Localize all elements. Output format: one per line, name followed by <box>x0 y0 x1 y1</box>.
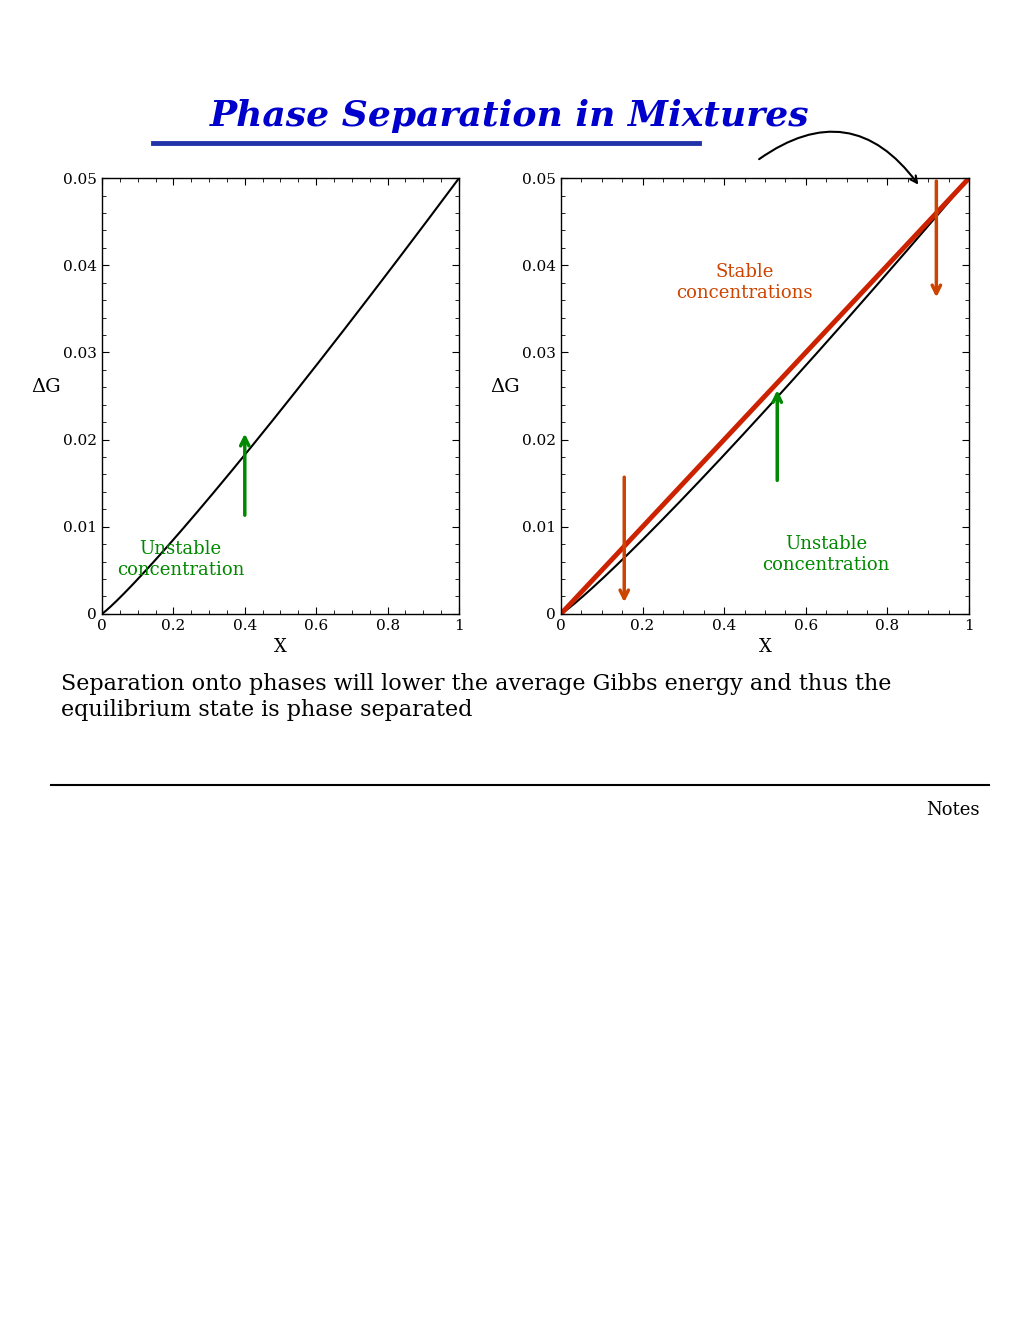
X-axis label: X: X <box>274 638 286 656</box>
Y-axis label: ΔG: ΔG <box>490 378 520 396</box>
Text: Stable
concentrations: Stable concentrations <box>676 264 812 302</box>
Text: Notes: Notes <box>925 801 978 820</box>
Text: Separation onto phases will lower the average Gibbs energy and thus the
equilibr: Separation onto phases will lower the av… <box>61 673 891 721</box>
Text: Phase Separation in Mixtures: Phase Separation in Mixtures <box>210 99 809 133</box>
Y-axis label: ΔG: ΔG <box>32 378 61 396</box>
X-axis label: X: X <box>758 638 770 656</box>
Text: Unstable
concentration: Unstable concentration <box>117 540 244 578</box>
Text: Unstable
concentration: Unstable concentration <box>762 536 889 574</box>
